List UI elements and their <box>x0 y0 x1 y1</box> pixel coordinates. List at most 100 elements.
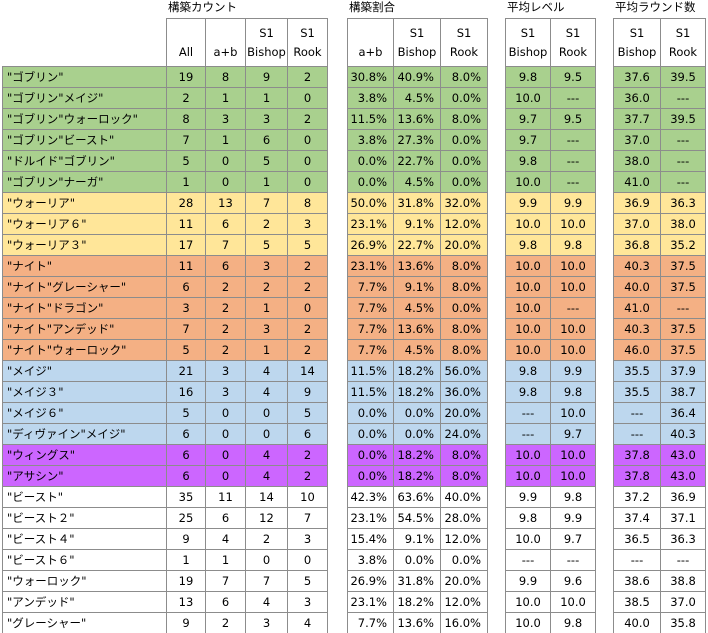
data-cell: 8 <box>287 192 328 214</box>
header-text: S1 <box>456 26 472 40</box>
data-cell: 2 <box>287 66 328 88</box>
data-cell: 7.7% <box>347 339 394 361</box>
data-cell: 11.5% <box>347 360 394 382</box>
data-cell: 7.7% <box>347 297 394 319</box>
data-cell: 9.8 <box>550 381 596 403</box>
data-cell: 0 <box>287 549 328 571</box>
data-cell: 2 <box>287 444 328 466</box>
row-label: "ウォーリア３" <box>2 234 167 256</box>
data-cell: 8.0% <box>440 276 488 298</box>
data-cell: 56.0% <box>440 360 488 382</box>
data-cell: 40.0% <box>440 486 488 508</box>
data-cell: 9.8 <box>550 234 596 256</box>
data-cell: 0 <box>287 297 328 319</box>
data-cell: 9.9 <box>505 486 551 508</box>
data-cell: --- <box>550 150 596 172</box>
data-cell: 11 <box>166 255 206 277</box>
row-label: "ナイト" <box>2 255 167 277</box>
data-cell: 1 <box>166 549 206 571</box>
data-cell: 23.1% <box>347 255 394 277</box>
data-cell: 0 <box>205 444 246 466</box>
data-cell: 6 <box>205 255 246 277</box>
data-cell: 1 <box>245 87 288 109</box>
data-cell: 0 <box>287 129 328 151</box>
data-cell: 10.0 <box>550 465 596 487</box>
data-cell: 3 <box>245 318 288 340</box>
data-cell: 4 <box>245 591 288 613</box>
data-cell: 37.6 <box>613 66 661 88</box>
data-cell: 1 <box>245 339 288 361</box>
header-text: a+b <box>213 45 238 59</box>
data-cell: --- <box>613 423 661 445</box>
data-cell: 40.3 <box>613 318 661 340</box>
data-cell: 10.0 <box>505 213 551 235</box>
data-cell: 0.0% <box>393 402 441 424</box>
data-cell: 36.5 <box>613 528 661 550</box>
group-title: 平均レベル <box>507 0 565 14</box>
data-cell: 38.5 <box>613 591 661 613</box>
data-cell: 3 <box>287 528 328 550</box>
data-cell: 11.5% <box>347 108 394 130</box>
data-cell: 9 <box>287 381 328 403</box>
data-cell: 6 <box>166 444 206 466</box>
data-cell: 7 <box>287 507 328 529</box>
data-cell: 9.1% <box>393 528 441 550</box>
data-cell: 2 <box>205 276 246 298</box>
header-text: Rook <box>449 45 479 59</box>
row-label: "メイジ３" <box>2 381 167 403</box>
data-cell: 35.5 <box>613 360 661 382</box>
data-cell: 36.0 <box>613 87 661 109</box>
data-cell: 39.5 <box>660 108 706 130</box>
data-cell: 18.2% <box>393 381 441 403</box>
data-cell: 7 <box>245 192 288 214</box>
data-cell: 8.0% <box>440 66 488 88</box>
data-cell: 6 <box>205 213 246 235</box>
row-label: "グレーシャー" <box>2 612 167 633</box>
row-label: "ナイト"グレーシャー" <box>2 276 167 298</box>
data-cell: 6 <box>166 276 206 298</box>
data-cell: 5 <box>287 234 328 256</box>
data-cell: 26.9% <box>347 234 394 256</box>
data-cell: 15.4% <box>347 528 394 550</box>
data-cell: 20.0% <box>440 570 488 592</box>
data-cell: 10.0 <box>550 213 596 235</box>
data-cell: 13.6% <box>393 255 441 277</box>
data-cell: 1 <box>245 297 288 319</box>
data-cell: 0 <box>287 171 328 193</box>
data-cell: --- <box>660 87 706 109</box>
data-cell: 2 <box>166 87 206 109</box>
data-cell: 10.0 <box>505 87 551 109</box>
data-cell: 28 <box>166 192 206 214</box>
data-cell: 2 <box>245 528 288 550</box>
data-cell: 10.0 <box>550 339 596 361</box>
data-cell: 0 <box>205 171 246 193</box>
row-label: "ウォーリア６" <box>2 213 167 235</box>
data-cell: 31.8% <box>393 192 441 214</box>
data-cell: 7.7% <box>347 318 394 340</box>
data-cell: 9.7 <box>505 108 551 130</box>
data-cell: 3 <box>205 360 246 382</box>
data-cell: 5 <box>287 402 328 424</box>
data-cell: 0 <box>245 402 288 424</box>
data-cell: 30.8% <box>347 66 394 88</box>
data-cell: 7 <box>205 570 246 592</box>
column-header: S1 Bishop <box>505 18 551 67</box>
data-cell: 4 <box>287 612 328 633</box>
data-cell: --- <box>550 171 596 193</box>
data-cell: 6 <box>205 507 246 529</box>
row-label: "ビースト６" <box>2 549 167 571</box>
data-cell: 37.5 <box>660 339 706 361</box>
data-cell: 10.0 <box>550 591 596 613</box>
row-label: "メイジ６" <box>2 402 167 424</box>
data-cell: 9.1% <box>393 213 441 235</box>
data-cell: 5 <box>245 234 288 256</box>
row-label: "ゴブリン"ビースト" <box>2 129 167 151</box>
row-label: "アサシン" <box>2 465 167 487</box>
data-cell: 0 <box>205 423 246 445</box>
data-cell: 6 <box>166 423 206 445</box>
data-cell: 0.0% <box>393 549 441 571</box>
data-cell: --- <box>613 402 661 424</box>
data-cell: 32.0% <box>440 192 488 214</box>
data-cell: 9.9 <box>505 570 551 592</box>
data-cell: 4 <box>245 381 288 403</box>
